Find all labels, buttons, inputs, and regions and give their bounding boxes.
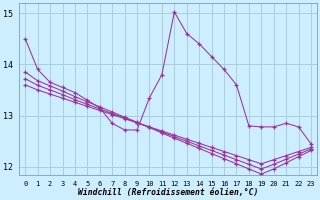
X-axis label: Windchill (Refroidissement éolien,°C): Windchill (Refroidissement éolien,°C) [78,188,258,197]
